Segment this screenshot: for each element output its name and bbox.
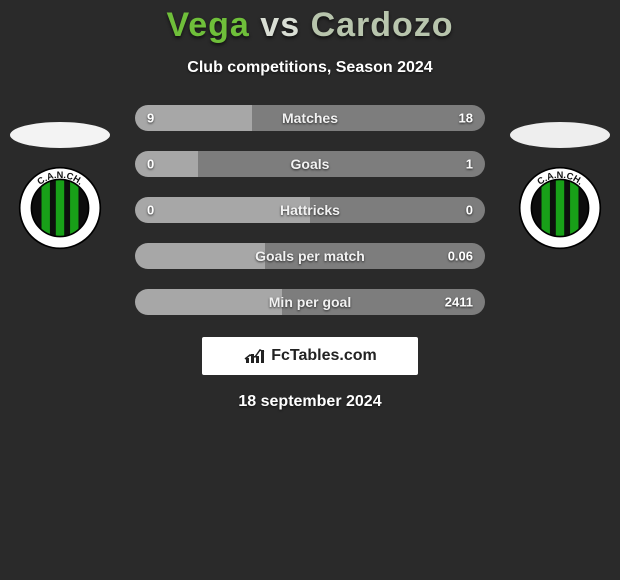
stat-value-right: 18 xyxy=(459,111,473,126)
stat-row: Goals per match 0.06 xyxy=(135,243,485,269)
stat-label: Hattricks xyxy=(280,202,340,218)
stat-row: Hattricks 0 0 xyxy=(135,197,485,223)
stat-row: Goals 0 1 xyxy=(135,151,485,177)
branding-label: FcTables.com xyxy=(271,347,377,365)
branding-badge: FcTables.com xyxy=(202,337,418,375)
player2-name: Cardozo xyxy=(311,6,454,44)
stat-bar-right xyxy=(198,151,485,177)
stat-row: Min per goal 2411 xyxy=(135,289,485,315)
player1-club-logo: C.A.N.CH. xyxy=(18,166,102,250)
player1-headshot-placeholder xyxy=(10,122,110,148)
vs-separator: vs xyxy=(260,6,300,44)
player2-club-logo: C.A.N.CH. xyxy=(518,166,602,250)
stat-value-right: 2411 xyxy=(445,295,473,310)
stat-value-right: 0 xyxy=(466,203,473,218)
stat-bar-left xyxy=(135,243,265,269)
stat-value-left: 0 xyxy=(147,157,154,172)
stat-label: Goals xyxy=(291,156,330,172)
snapshot-date: 18 september 2024 xyxy=(0,393,620,411)
branding-chart-icon xyxy=(243,347,265,365)
right-badge-column: C.A.N.CH. xyxy=(510,122,610,250)
player1-name: Vega xyxy=(166,6,249,44)
stat-value-right: 1 xyxy=(466,157,473,172)
stat-value-right: 0.06 xyxy=(448,249,473,264)
competition-subtitle: Club competitions, Season 2024 xyxy=(0,59,620,77)
comparison-title: Vega vs Cardozo xyxy=(0,0,620,45)
stat-value-left: 9 xyxy=(147,111,154,126)
stats-container: Matches 9 18 Goals 0 1 Hattricks 0 0 Goals per ma… xyxy=(135,105,485,315)
left-badge-column: C.A.N.CH. xyxy=(10,122,110,250)
player2-headshot-placeholder xyxy=(510,122,610,148)
stat-label: Min per goal xyxy=(269,294,351,310)
stat-bar-left xyxy=(135,289,282,315)
stat-value-left: 0 xyxy=(147,203,154,218)
stat-row: Matches 9 18 xyxy=(135,105,485,131)
stat-bar-left xyxy=(135,151,198,177)
stat-label: Matches xyxy=(282,110,338,126)
stat-label: Goals per match xyxy=(255,248,365,264)
